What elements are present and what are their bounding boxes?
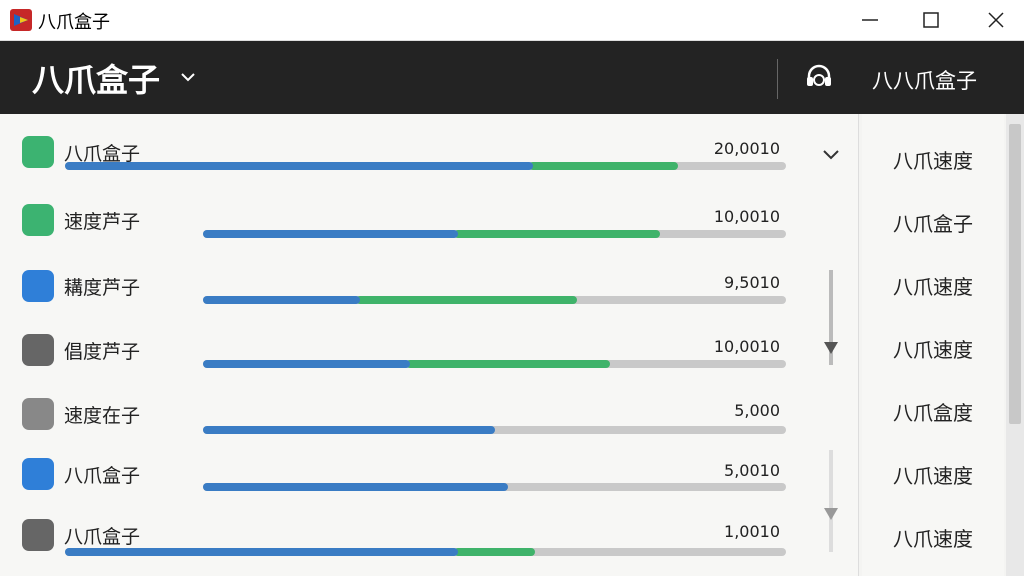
row-icon[interactable] <box>22 204 54 236</box>
sidebar-item[interactable]: 八爪盒度 <box>893 401 973 425</box>
sidebar: 八爪速度 八爪盒子 八爪速度 八爪速度 八爪盒度 八爪速度 八爪速度 <box>862 114 1004 576</box>
window-controls[interactable] <box>850 0 1024 40</box>
item-list: 八爪盒子 20,0010 速度芦子 10,0010 耩度芦子 9,5010 倡度芦子 10,0… <box>0 114 859 576</box>
row-name[interactable]: 速度芦子 <box>64 211 141 233</box>
row-icon[interactable] <box>22 136 54 168</box>
row-value: 10,0010 <box>713 207 780 226</box>
row-icon[interactable] <box>22 458 54 490</box>
progress-green <box>529 162 678 170</box>
app-icon <box>10 9 32 31</box>
progress-blue <box>203 360 410 368</box>
window-title: 八爪盒子 <box>38 12 110 33</box>
row-name[interactable]: 速度在子 <box>64 405 141 427</box>
row-name[interactable]: 耩度芦子 <box>64 277 141 299</box>
dropdown-chevron[interactable] <box>180 71 196 83</box>
progress-blue <box>65 162 533 170</box>
progress-green <box>406 360 610 368</box>
row-value: 1,0010 <box>724 522 780 541</box>
row-icon[interactable] <box>22 334 54 366</box>
row-name[interactable]: 八爪盒子 <box>64 143 141 165</box>
header: 八爪盒子 八八爪盒子 <box>0 41 1024 114</box>
progress-blue <box>203 296 360 304</box>
row-name[interactable]: 八爪盒子 <box>64 526 141 548</box>
scroll-arrows[interactable] <box>820 270 842 560</box>
support-icon[interactable] <box>804 63 834 93</box>
row-icon[interactable] <box>22 519 54 551</box>
progress-blue <box>203 483 508 491</box>
divider <box>777 59 778 99</box>
sidebar-item[interactable]: 八爪速度 <box>893 149 973 173</box>
progress-green <box>356 296 577 304</box>
row-value: 5,0010 <box>724 461 780 480</box>
sidebar-item[interactable]: 八爪速度 <box>893 464 973 488</box>
title-bar: 八爪盒子 <box>0 0 1024 41</box>
account-name[interactable]: 八八爪盒子 <box>872 69 977 93</box>
row-name[interactable]: 八爪盒子 <box>64 465 141 487</box>
row-value: 20,0010 <box>713 139 780 158</box>
progress-blue <box>203 230 458 238</box>
row-name[interactable]: 倡度芦子 <box>64 341 141 363</box>
scrollbar[interactable] <box>1006 114 1024 576</box>
sidebar-item[interactable]: 八爪速度 <box>893 527 973 551</box>
row-value: 9,5010 <box>724 273 780 292</box>
sidebar-item[interactable]: 八爪速度 <box>893 338 973 362</box>
collapse-chevron[interactable] <box>820 145 842 165</box>
scroll-thumb[interactable] <box>1009 124 1021 424</box>
progress-green <box>454 230 660 238</box>
sidebar-item[interactable]: 八爪盒子 <box>893 212 973 236</box>
progress-green <box>454 548 535 556</box>
progress-blue <box>203 426 495 434</box>
sidebar-item[interactable]: 八爪速度 <box>893 275 973 299</box>
header-title[interactable]: 八爪盒子 <box>32 61 161 99</box>
row-value: 5,000 <box>734 401 780 420</box>
progress-blue <box>65 548 458 556</box>
row-icon[interactable] <box>22 398 54 430</box>
row-value: 10,0010 <box>713 337 780 356</box>
row-icon[interactable] <box>22 270 54 302</box>
